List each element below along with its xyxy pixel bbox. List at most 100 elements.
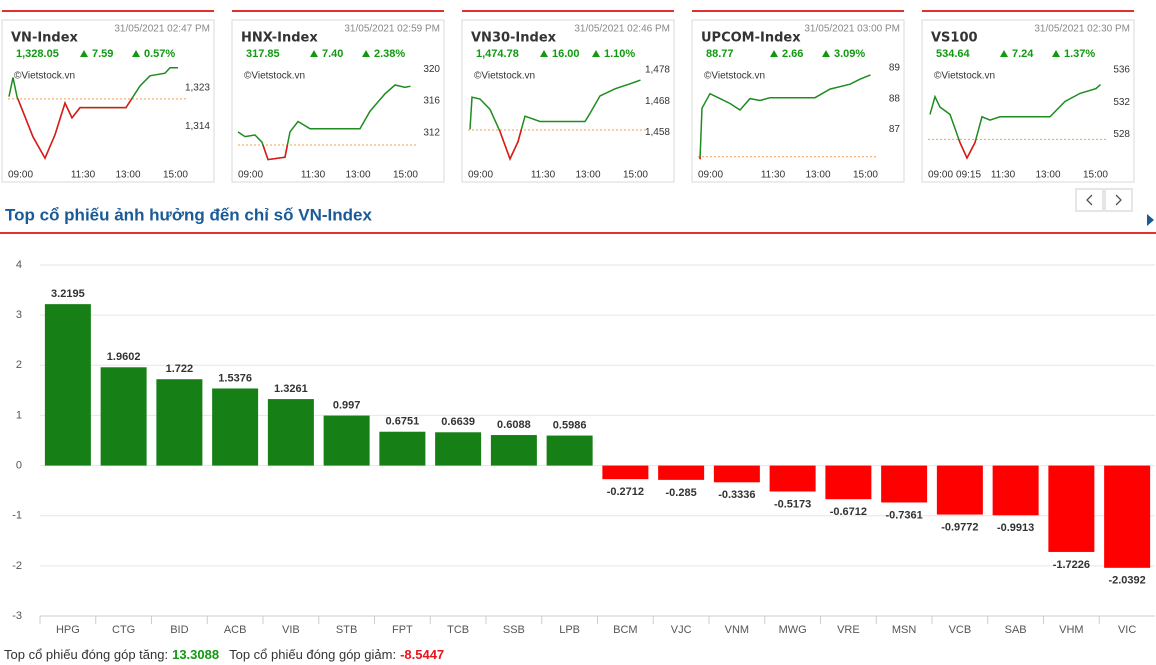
x-tick-label: SSB — [503, 624, 525, 636]
index-line — [699, 74, 871, 160]
up-icon — [362, 50, 370, 57]
bar — [713, 465, 760, 483]
bar — [490, 435, 537, 466]
value-label: 0.997 — [333, 399, 361, 411]
price: 1,474.78 — [476, 48, 519, 60]
bar — [100, 367, 147, 466]
x-tick-label: MWG — [779, 624, 807, 636]
next-icon — [1115, 194, 1122, 206]
up-icon — [540, 50, 548, 57]
y-tick-label: 0 — [16, 459, 22, 471]
x-tick-label: 13:00 — [575, 170, 600, 181]
index-line — [237, 84, 411, 161]
source: ©Vietstock.vn — [934, 71, 995, 82]
value-label: -2.0392 — [1108, 575, 1145, 587]
source: ©Vietstock.vn — [474, 71, 535, 82]
source: ©Vietstock.vn — [704, 71, 765, 82]
x-tick-label: 09:00 — [468, 170, 493, 181]
value-label: -0.3336 — [718, 489, 755, 501]
value-label: -0.285 — [666, 487, 697, 499]
y-tick-label: 528 — [1113, 129, 1130, 140]
x-tick-label: 15:00 — [1083, 170, 1108, 181]
y-tick-label: 316 — [423, 96, 440, 107]
y-tick-label: 2 — [16, 359, 22, 371]
y-tick-label: -1 — [12, 510, 22, 522]
bar — [435, 432, 482, 466]
x-tick-label: 13:00 — [345, 170, 370, 181]
card[interactable] — [691, 19, 905, 183]
timestamp: 31/05/2021 02:30 PM — [1034, 24, 1130, 35]
value-label: 3.2195 — [51, 288, 85, 300]
value-label: -0.2712 — [607, 486, 644, 498]
x-tick-label: 09:00 — [8, 170, 33, 181]
timestamp: 31/05/2021 03:00 PM — [804, 24, 900, 35]
x-tick-label: 11:30 — [991, 170, 1016, 181]
change: 2.66 — [782, 48, 803, 60]
x-tick-label: 15:00 — [163, 170, 188, 181]
source: ©Vietstock.vn — [14, 71, 75, 82]
value-label: 0.6088 — [497, 419, 531, 431]
y-tick-label: 320 — [423, 64, 440, 75]
y-tick-label: 312 — [423, 127, 440, 138]
x-tick-label: 11:30 — [531, 170, 556, 181]
card-title: VN30-Index — [471, 31, 557, 46]
x-tick-label: 15:00 — [393, 170, 418, 181]
value-label: -0.6712 — [830, 506, 867, 518]
x-tick-label: 15:00 — [623, 170, 648, 181]
change-pct: 3.09% — [834, 48, 865, 60]
value-label: 1.9602 — [107, 351, 141, 363]
y-tick-label: -2 — [12, 560, 22, 572]
y-tick-label: 1,478 — [645, 65, 670, 76]
value-label: -0.9913 — [997, 522, 1034, 534]
value-label: -0.5173 — [774, 498, 811, 510]
bar — [1048, 465, 1095, 552]
up-icon — [1000, 50, 1008, 57]
card[interactable] — [1, 19, 215, 183]
index-line — [469, 79, 641, 161]
up-icon — [822, 50, 830, 57]
y-tick-label: 4 — [16, 259, 22, 271]
up-icon — [310, 50, 318, 57]
x-tick-label: MSN — [892, 624, 917, 636]
card[interactable] — [461, 19, 675, 183]
x-tick-label: VHM — [1059, 624, 1083, 636]
price: 1,328.05 — [16, 48, 59, 60]
change: 16.00 — [552, 48, 580, 60]
x-tick-label: HPG — [56, 624, 80, 636]
down-value: -8.5447 — [400, 647, 444, 662]
next-button[interactable] — [1104, 188, 1133, 212]
card[interactable] — [231, 19, 445, 183]
y-tick-label: 1,458 — [645, 127, 670, 138]
change-pct: 1.37% — [1064, 48, 1095, 60]
down-label: Top cổ phiếu đóng góp giảm: — [229, 647, 396, 662]
up-icon — [1052, 50, 1060, 57]
bar — [881, 465, 928, 503]
prev-button[interactable] — [1075, 188, 1104, 212]
x-tick-label: ACB — [224, 624, 247, 636]
up-value: 13.3088 — [172, 647, 219, 662]
value-label: 0.6751 — [386, 416, 420, 428]
x-tick-label: BID — [170, 624, 188, 636]
y-tick-label: 1,323 — [185, 83, 210, 94]
bar — [379, 431, 426, 466]
bar — [44, 304, 91, 466]
value-label: -0.9772 — [941, 521, 978, 533]
timestamp: 31/05/2021 02:47 PM — [114, 24, 210, 35]
value-label: -1.7226 — [1053, 559, 1090, 571]
price: 317.85 — [246, 48, 280, 60]
card[interactable] — [921, 19, 1135, 183]
y-tick-label: 1,468 — [645, 96, 670, 107]
y-tick-label: -3 — [12, 610, 22, 622]
x-tick-label: VJC — [671, 624, 692, 636]
bar — [658, 465, 705, 480]
section-title: Top cổ phiếu ảnh hưởng đến chỉ số VN-Ind… — [5, 205, 372, 224]
expand-icon[interactable] — [1147, 214, 1154, 226]
bar — [1104, 465, 1151, 568]
x-tick-label: TCB — [447, 624, 469, 636]
card-title: VN-Index — [11, 31, 79, 46]
x-tick-label: VIB — [282, 624, 300, 636]
up-icon — [770, 50, 778, 57]
x-tick-label: 13:00 — [115, 170, 140, 181]
